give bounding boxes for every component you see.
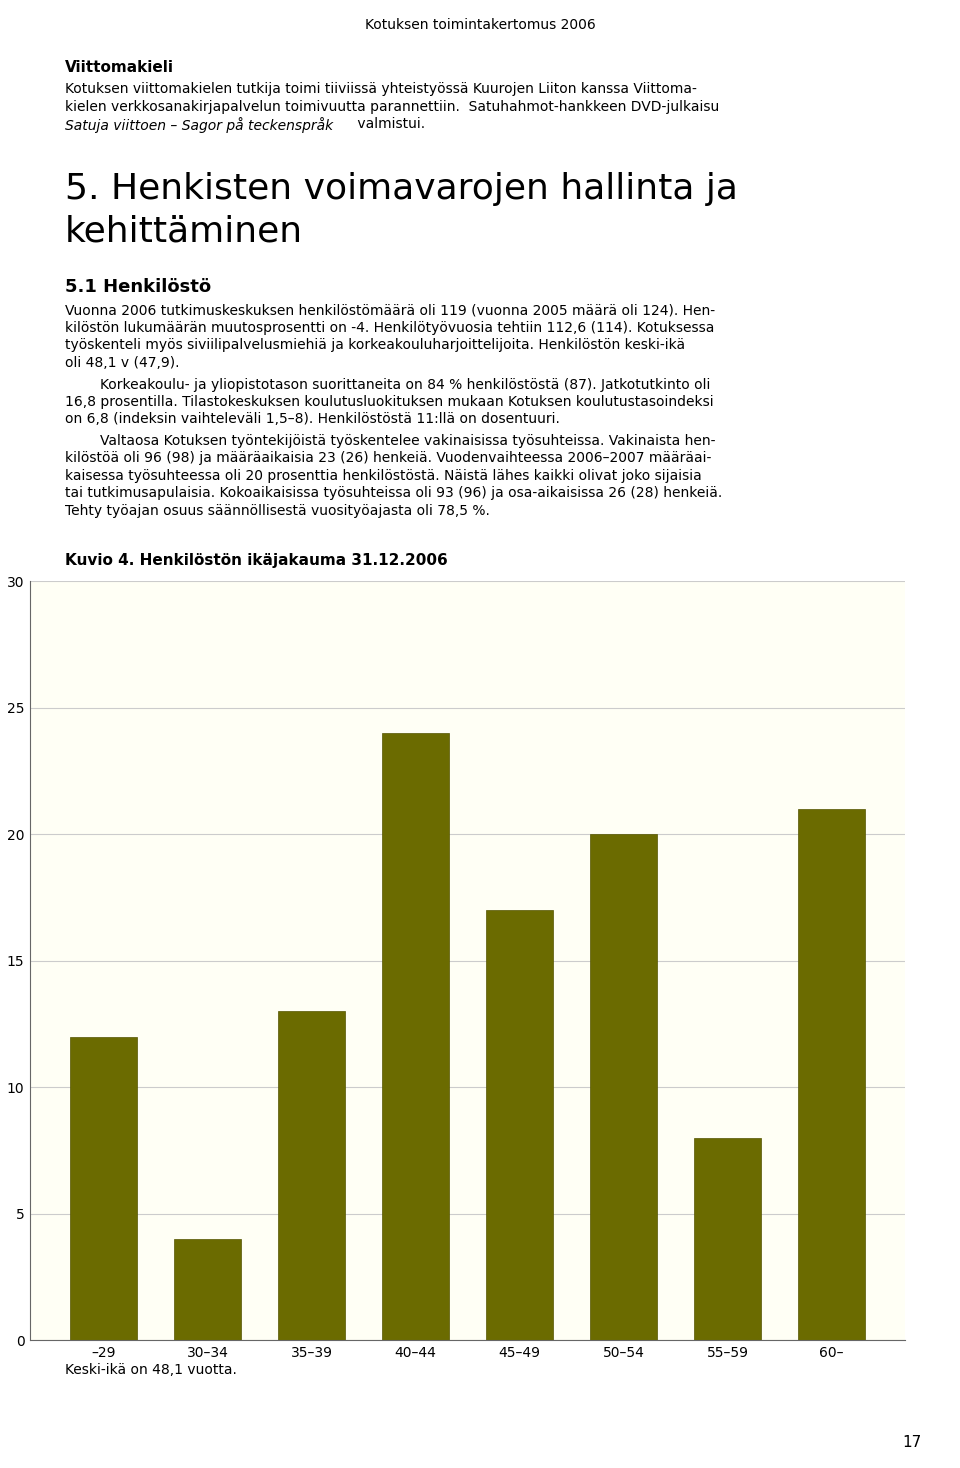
Text: 17: 17 [902, 1436, 922, 1450]
Text: oli 48,1 v (47,9).: oli 48,1 v (47,9). [65, 357, 180, 370]
Bar [382, 733, 449, 1340]
Bar [798, 809, 865, 1340]
Text: 16,8 prosentilla. Tilastokeskuksen koulutusluokituksen mukaan Kotuksen koulutust: 16,8 prosentilla. Tilastokeskuksen koulu… [65, 395, 713, 410]
Text: Korkeakoulu- ja yliopistotason suorittaneita on 84 % henkilöstöstä (87). Jatkotu: Korkeakoulu- ja yliopistotason suorittan… [65, 377, 710, 392]
Text: tai tutkimusapulaisia. Kokoaikaisissa työsuhteissa oli 93 (96) ja osa-aikaisissa: tai tutkimusapulaisia. Kokoaikaisissa ty… [65, 486, 722, 501]
Text: Valtaosa Kotuksen työntekijöistä työskentelee vakinaisissa työsuhteissa. Vakinai: Valtaosa Kotuksen työntekijöistä työsken… [65, 435, 715, 448]
Text: kehittäminen: kehittäminen [65, 214, 303, 248]
Text: kielen verkkosanakirjapalvelun toimivuutta parannettiin.  Satuhahmot-hankkeen DV: kielen verkkosanakirjapalvelun toimivuut… [65, 100, 719, 113]
Text: Tehty työajan osuus säännöllisestä vuosityöajasta oli 78,5 %.: Tehty työajan osuus säännöllisestä vuosi… [65, 504, 490, 518]
Text: työskenteli myös siviilipalvelusmiehiä ja korkeakouluharjoittelijoita. Henkilöst: työskenteli myös siviilipalvelusmiehiä j… [65, 339, 685, 352]
Text: Kotuksen viittomakielen tutkija toimi tiiviissä yhteistyössä Kuurojen Liiton kan: Kotuksen viittomakielen tutkija toimi ti… [65, 82, 697, 95]
Bar [174, 1239, 241, 1340]
Text: Kuvio 4. Henkilöstön ikäjakauma 31.12.2006: Kuvio 4. Henkilöstön ikäjakauma 31.12.20… [65, 553, 447, 568]
Text: 5.1 Henkilöstö: 5.1 Henkilöstö [65, 279, 211, 297]
Text: kilöstöä oli 96 (98) ja määräaikaisia 23 (26) henkeiä. Vuodenvaihteessa 2006–200: kilöstöä oli 96 (98) ja määräaikaisia 23… [65, 452, 711, 465]
Text: 5. Henkisten voimavarojen hallinta ja: 5. Henkisten voimavarojen hallinta ja [65, 173, 738, 207]
Bar [694, 1138, 761, 1340]
Bar [486, 910, 553, 1340]
Bar [70, 1036, 137, 1340]
Text: kaisessa työsuhteessa oli 20 prosenttia henkilöstöstä. Näistä lähes kaikki oliva: kaisessa työsuhteessa oli 20 prosenttia … [65, 468, 702, 483]
Text: Viittomakieli: Viittomakieli [65, 60, 174, 75]
Text: valmistui.: valmistui. [353, 117, 425, 131]
Text: on 6,8 (indeksin vaihteleväli 1,5–8). Henkilöstöstä 11:llä on dosentuuri.: on 6,8 (indeksin vaihteleväli 1,5–8). He… [65, 413, 560, 427]
Bar [277, 1011, 346, 1340]
Text: Vuonna 2006 tutkimuskeskuksen henkilöstömäärä oli 119 (vuonna 2005 määrä oli 124: Vuonna 2006 tutkimuskeskuksen henkilöstö… [65, 304, 715, 317]
Text: Keski-ikä on 48,1 vuotta.: Keski-ikä on 48,1 vuotta. [65, 1362, 237, 1377]
Bar [589, 834, 658, 1340]
Text: Kotuksen toimintakertomus 2006: Kotuksen toimintakertomus 2006 [365, 18, 595, 32]
Text: kilöstön lukumäärän muutosprosentti on -4. Henkilötyövuosia tehtiin 112,6 (114).: kilöstön lukumäärän muutosprosentti on -… [65, 321, 714, 335]
Text: Satuja viittoen – Sagor på teckenspråk: Satuja viittoen – Sagor på teckenspråk [65, 117, 333, 134]
